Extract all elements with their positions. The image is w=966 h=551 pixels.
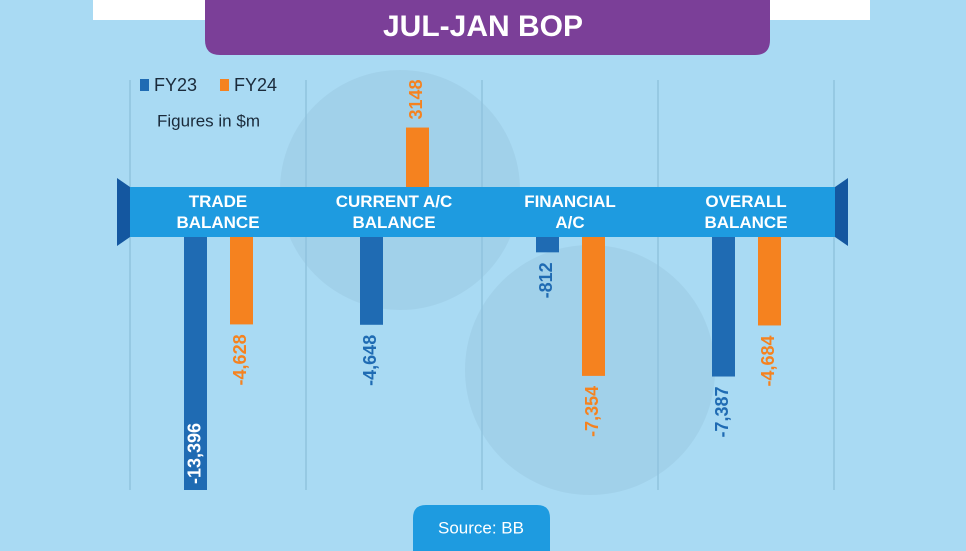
bar [230, 237, 253, 325]
band-tab [835, 178, 848, 246]
title-banner [205, 0, 770, 55]
category-label: FINANCIAL A/C [524, 192, 616, 232]
category-label: CURRENT A/C BALANCE [335, 192, 453, 232]
value-label: -4,684 [758, 335, 778, 386]
category-label: TRADE BALANCE [176, 192, 260, 232]
source: Source: BB [438, 518, 524, 537]
legend-swatch [140, 79, 149, 91]
bar [184, 237, 207, 490]
source-box [413, 505, 550, 551]
legend-swatch [220, 79, 229, 91]
category-label: OVERALL BALANCE [704, 192, 788, 232]
value-label: 3148 [406, 79, 426, 119]
bar [582, 237, 605, 376]
dividers [129, 80, 835, 490]
value-label: -4,648 [360, 335, 380, 386]
legend-label: FY23 [154, 75, 197, 95]
bar [712, 237, 735, 377]
legend-label: FY24 [234, 75, 277, 95]
note: Figures in $m [157, 111, 260, 130]
value-label: -13,396 [184, 423, 204, 484]
band-tab [117, 178, 130, 246]
value-label: -7,354 [582, 386, 602, 437]
bar [536, 237, 559, 253]
bar [360, 237, 383, 325]
chart-title: JUL-JAN BOP [383, 10, 583, 43]
bar [406, 127, 429, 187]
bar [758, 237, 781, 326]
value-label: -7,387 [712, 387, 732, 438]
value-label: -812 [536, 262, 556, 298]
category-band [130, 187, 835, 237]
value-label: -4,628 [230, 334, 250, 385]
